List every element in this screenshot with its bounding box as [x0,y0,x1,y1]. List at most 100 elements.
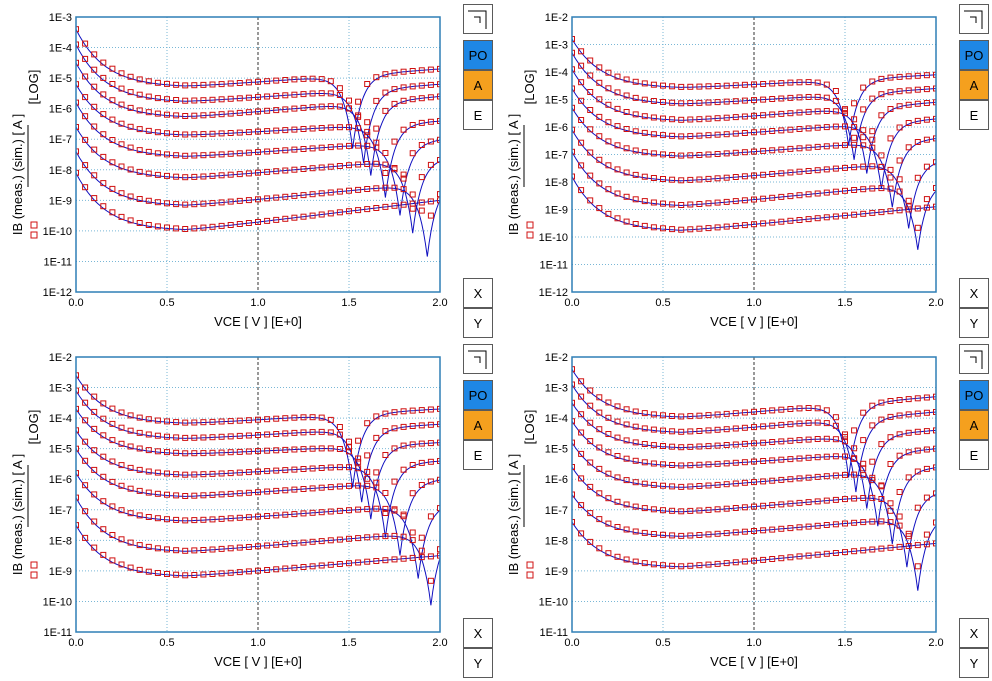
meas-point [650,81,657,88]
meas-point [427,440,434,447]
meas-point [787,110,794,117]
meas-point [82,184,89,191]
meas-point [787,554,794,561]
meas-point [282,106,289,113]
meas-point [209,200,216,207]
meas-point [587,483,594,490]
corner-zoom-button[interactable] [463,344,493,374]
y-button[interactable]: Y [959,648,989,678]
meas-point [109,420,116,427]
meas-point [109,159,116,166]
meas-point [127,73,134,80]
meas-point [614,418,621,425]
meas-point [364,161,371,167]
meas-point [572,366,575,373]
meas-point [705,461,712,468]
y-button[interactable]: Y [463,648,493,678]
meas-point [796,437,803,444]
meas-point [623,501,630,508]
meas-point [832,521,839,528]
meas-point [154,95,161,102]
meas-point [778,146,785,153]
meas-point [587,510,594,517]
meas-point [191,112,198,119]
meas-point [660,443,666,449]
meas-point [887,519,894,526]
meas-point [318,103,325,110]
po-button[interactable]: PO [463,380,493,410]
meas-point [200,450,207,457]
meas-point [669,532,676,539]
meas-point [218,199,225,206]
x-button[interactable]: X [959,278,989,308]
a-button[interactable]: A [463,70,493,100]
x-button[interactable]: X [463,278,493,308]
e-button[interactable]: E [959,440,989,470]
x-button[interactable]: X [463,618,493,648]
meas-point [76,427,79,434]
meas-point [273,127,280,134]
e-button[interactable]: E [463,440,493,470]
meas-point [614,89,621,96]
meas-point [346,97,352,104]
meas-point [878,209,885,216]
meas-point [860,460,867,467]
meas-point [572,66,575,73]
meas-point [641,113,648,120]
a-button[interactable]: A [959,410,989,440]
meas-point [437,405,440,412]
meas-point [200,152,207,159]
meas-point [318,211,325,218]
meas-point [896,157,903,164]
meas-point [678,462,685,469]
meas-point [887,185,894,192]
meas-point [127,510,134,517]
meas-point [705,200,712,207]
x-tick-label: 0.0 [68,637,83,649]
meas-point [614,524,621,530]
meas-point [218,449,225,456]
e-button[interactable]: E [959,100,989,130]
meas-point [145,127,152,134]
a-button[interactable]: A [959,70,989,100]
y-button[interactable]: Y [959,308,989,338]
meas-point [714,506,721,513]
meas-point [760,439,767,446]
plot-frame [571,16,937,293]
meas-point [291,446,298,453]
meas-point [118,424,125,431]
e-button[interactable]: E [463,100,493,130]
y-tick-label: 1E-5 [545,444,568,456]
meas-point [136,196,143,202]
meas-point [255,448,261,455]
corner-zoom-button[interactable] [959,4,989,34]
meas-point [76,148,79,155]
meas-point [245,220,252,226]
meas-point [614,474,621,481]
corner-zoom-button[interactable] [463,4,493,34]
meas-point [400,466,407,473]
meas-point [632,221,639,227]
meas-point [660,482,666,489]
meas-point [191,517,198,524]
meas-point [878,416,885,423]
po-button[interactable]: PO [463,40,493,70]
x-button[interactable]: X [959,618,989,648]
y-button[interactable]: Y [463,308,493,338]
a-button[interactable]: A [463,410,493,440]
po-button[interactable]: PO [959,380,989,410]
po-button[interactable]: PO [959,40,989,70]
meas-point [914,542,921,549]
meas-point [236,221,243,227]
meas-point [696,461,703,468]
meas-point [136,542,143,549]
meas-point [596,133,603,140]
corner-zoom-button[interactable] [959,344,989,374]
meas-point [409,407,416,414]
meas-point [705,561,712,568]
meas-point [660,531,666,538]
meas-point [209,81,216,88]
meas-point [914,410,921,417]
meas-point [327,484,334,491]
meas-point [714,426,721,433]
